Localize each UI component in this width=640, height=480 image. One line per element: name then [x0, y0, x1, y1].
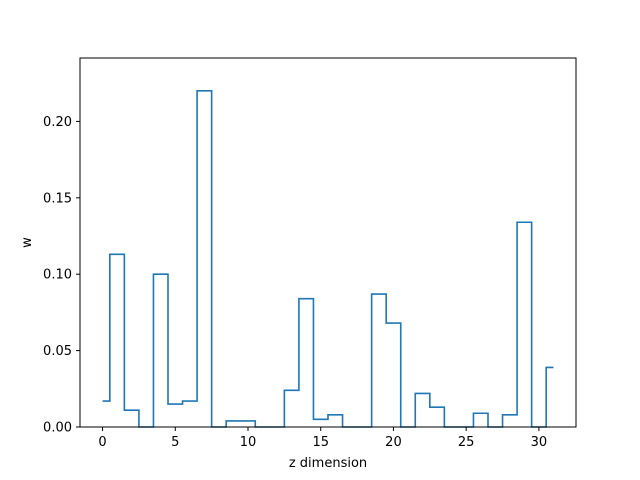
x-axis-label: z dimension: [289, 456, 367, 471]
y-axis-label: w: [20, 237, 35, 248]
step-series-0: [102, 90, 554, 428]
y-axis: 0.00 0.05 0.10 0.15 0.20: [43, 115, 80, 436]
x-tick-label: 10: [240, 435, 257, 450]
y-tick-label: 0.10: [43, 268, 72, 283]
x-tick-label: 5: [171, 435, 179, 450]
y-tick-label: 0.00: [43, 421, 72, 436]
x-tick-label: 30: [531, 435, 548, 450]
y-tick-label: 0.15: [43, 191, 72, 206]
x-tick-label: 0: [98, 435, 106, 450]
x-tick-label: 25: [458, 435, 475, 450]
x-tick-label: 20: [385, 435, 402, 450]
x-tick-label: 15: [312, 435, 329, 450]
y-tick-label: 0.05: [43, 344, 72, 359]
axes-frame: [79, 57, 577, 428]
plot-area: [102, 90, 554, 428]
x-axis: 0 5 10 15 20 25 30: [98, 427, 547, 450]
y-tick-label: 0.20: [43, 115, 72, 130]
